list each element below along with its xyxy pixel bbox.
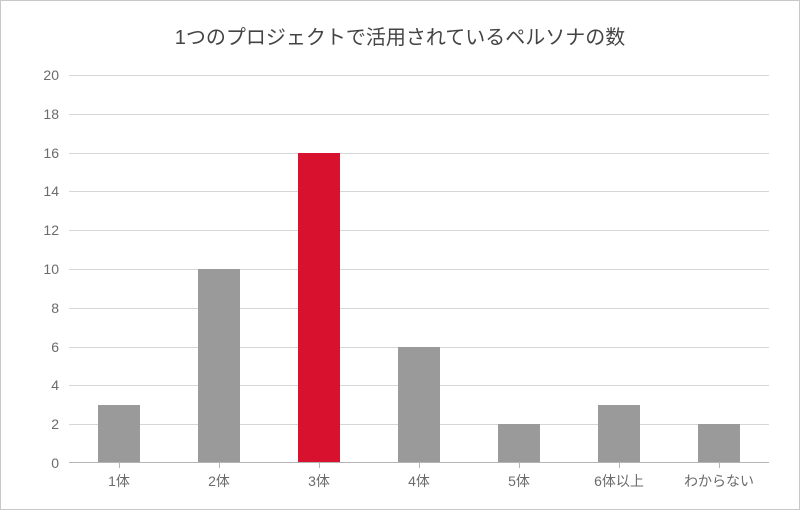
y-tick-label: 8 bbox=[51, 300, 69, 316]
bar bbox=[498, 424, 540, 463]
x-tick-label: 5体 bbox=[508, 471, 530, 491]
y-tick-label: 12 bbox=[43, 222, 69, 238]
chart-container: 1つのプロジェクトで活用されているペルソナの数 0246810121416182… bbox=[0, 0, 800, 510]
x-tick bbox=[419, 463, 420, 468]
bar-slot: 3体 bbox=[269, 75, 369, 463]
bars-group: 1体2体3体4体5体6体以上わからない bbox=[69, 75, 769, 463]
bar bbox=[98, 405, 140, 463]
bar-slot: 2体 bbox=[169, 75, 269, 463]
bar bbox=[398, 347, 440, 463]
x-tick-label: わからない bbox=[684, 471, 754, 491]
bar-slot: 4体 bbox=[369, 75, 469, 463]
bar-slot: 1体 bbox=[69, 75, 169, 463]
bar bbox=[298, 153, 340, 463]
bar-slot: わからない bbox=[669, 75, 769, 463]
bar bbox=[198, 269, 240, 463]
x-tick bbox=[519, 463, 520, 468]
bar-slot: 5体 bbox=[469, 75, 569, 463]
bar-slot: 6体以上 bbox=[569, 75, 669, 463]
x-tick bbox=[719, 463, 720, 468]
y-tick-label: 18 bbox=[43, 106, 69, 122]
x-tick bbox=[619, 463, 620, 468]
y-tick-label: 2 bbox=[51, 416, 69, 432]
bar bbox=[598, 405, 640, 463]
y-tick-label: 20 bbox=[43, 67, 69, 83]
bar bbox=[698, 424, 740, 463]
chart-title: 1つのプロジェクトで活用されているペルソナの数 bbox=[1, 1, 799, 50]
x-tick-label: 3体 bbox=[308, 471, 330, 491]
x-tick-label: 2体 bbox=[208, 471, 230, 491]
y-tick-label: 6 bbox=[51, 339, 69, 355]
x-tick-label: 4体 bbox=[408, 471, 430, 491]
y-tick-label: 0 bbox=[51, 455, 69, 471]
y-tick-label: 4 bbox=[51, 377, 69, 393]
x-axis bbox=[69, 462, 769, 463]
x-tick-label: 1体 bbox=[108, 471, 130, 491]
y-tick-label: 10 bbox=[43, 261, 69, 277]
x-tick-label: 6体以上 bbox=[594, 471, 644, 491]
x-tick bbox=[119, 463, 120, 468]
y-tick-label: 16 bbox=[43, 145, 69, 161]
x-tick bbox=[219, 463, 220, 468]
x-tick bbox=[319, 463, 320, 468]
plot-area: 02468101214161820 1体2体3体4体5体6体以上わからない bbox=[69, 75, 769, 463]
y-tick-label: 14 bbox=[43, 183, 69, 199]
